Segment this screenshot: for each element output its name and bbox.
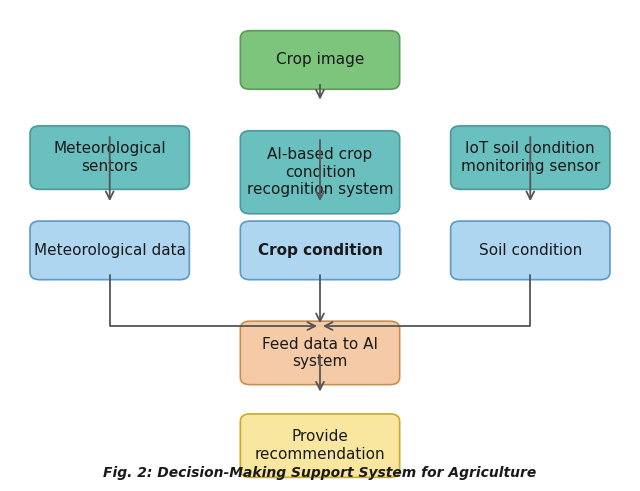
- FancyBboxPatch shape: [241, 30, 399, 89]
- Text: Crop condition: Crop condition: [257, 243, 383, 258]
- FancyBboxPatch shape: [30, 126, 189, 190]
- FancyBboxPatch shape: [241, 221, 399, 280]
- Text: IoT soil condition
monitoring sensor: IoT soil condition monitoring sensor: [461, 141, 600, 174]
- FancyBboxPatch shape: [451, 126, 610, 190]
- Text: Crop image: Crop image: [276, 53, 364, 67]
- Text: Meteorological data: Meteorological data: [34, 243, 186, 258]
- FancyBboxPatch shape: [451, 221, 610, 280]
- Text: Provide
recommendation: Provide recommendation: [255, 430, 385, 462]
- FancyBboxPatch shape: [30, 221, 189, 280]
- FancyBboxPatch shape: [241, 414, 399, 477]
- FancyBboxPatch shape: [241, 131, 399, 214]
- Text: AI-based crop
condition
recognition system: AI-based crop condition recognition syst…: [247, 147, 393, 197]
- Text: Feed data to AI
system: Feed data to AI system: [262, 337, 378, 369]
- Text: Meteorological
sentors: Meteorological sentors: [53, 141, 166, 174]
- FancyBboxPatch shape: [241, 321, 399, 384]
- Text: Soil condition: Soil condition: [479, 243, 582, 258]
- Text: Fig. 2: Decision-Making Support System for Agriculture: Fig. 2: Decision-Making Support System f…: [104, 466, 536, 480]
